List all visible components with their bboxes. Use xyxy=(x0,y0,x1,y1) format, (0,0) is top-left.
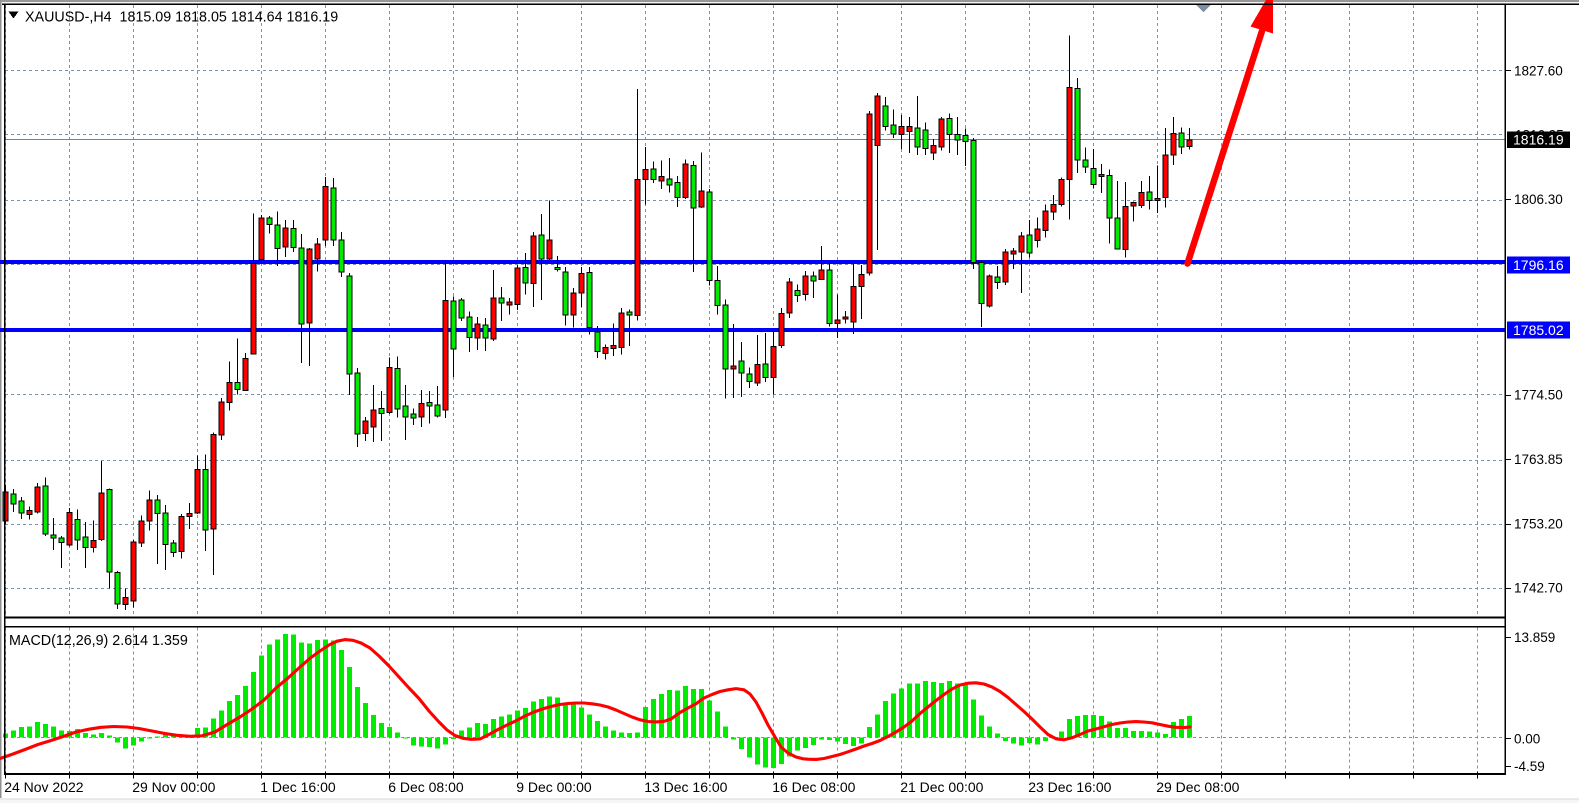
svg-text:-4.59: -4.59 xyxy=(1514,759,1545,774)
svg-text:13 Dec 16:00: 13 Dec 16:00 xyxy=(644,779,727,795)
svg-text:1 Dec 16:00: 1 Dec 16:00 xyxy=(260,779,336,795)
svg-text:9 Dec 00:00: 9 Dec 00:00 xyxy=(516,779,592,795)
svg-text:1742.70: 1742.70 xyxy=(1514,581,1563,596)
svg-text:MACD(12,26,9) 2.614 1.359: MACD(12,26,9) 2.614 1.359 xyxy=(9,633,188,649)
svg-text:29 Dec 08:00: 29 Dec 08:00 xyxy=(1156,779,1239,795)
svg-text:1785.02: 1785.02 xyxy=(1513,322,1564,338)
svg-text:6 Dec 08:00: 6 Dec 08:00 xyxy=(388,779,464,795)
svg-text:1816.19: 1816.19 xyxy=(1513,132,1564,148)
svg-text:21 Dec 00:00: 21 Dec 00:00 xyxy=(900,779,983,795)
svg-text:1806.30: 1806.30 xyxy=(1514,192,1563,207)
svg-text:1796.16: 1796.16 xyxy=(1513,257,1564,273)
svg-text:1774.50: 1774.50 xyxy=(1514,388,1563,403)
svg-text:24 Nov 2022: 24 Nov 2022 xyxy=(4,779,84,795)
svg-text:1827.60: 1827.60 xyxy=(1514,63,1563,78)
svg-text:1753.20: 1753.20 xyxy=(1514,517,1563,532)
svg-text:XAUUSD-,H4 1815.09 1818.05 18: XAUUSD-,H4 1815.09 1818.05 1814.64 1816.… xyxy=(25,10,338,26)
svg-text:1763.85: 1763.85 xyxy=(1514,452,1563,467)
svg-text:23 Dec 16:00: 23 Dec 16:00 xyxy=(1028,779,1111,795)
svg-text:16 Dec 08:00: 16 Dec 08:00 xyxy=(772,779,855,795)
svg-text:29 Nov 00:00: 29 Nov 00:00 xyxy=(132,779,215,795)
svg-text:13.859: 13.859 xyxy=(1514,630,1555,645)
svg-text:0.00: 0.00 xyxy=(1514,731,1540,746)
